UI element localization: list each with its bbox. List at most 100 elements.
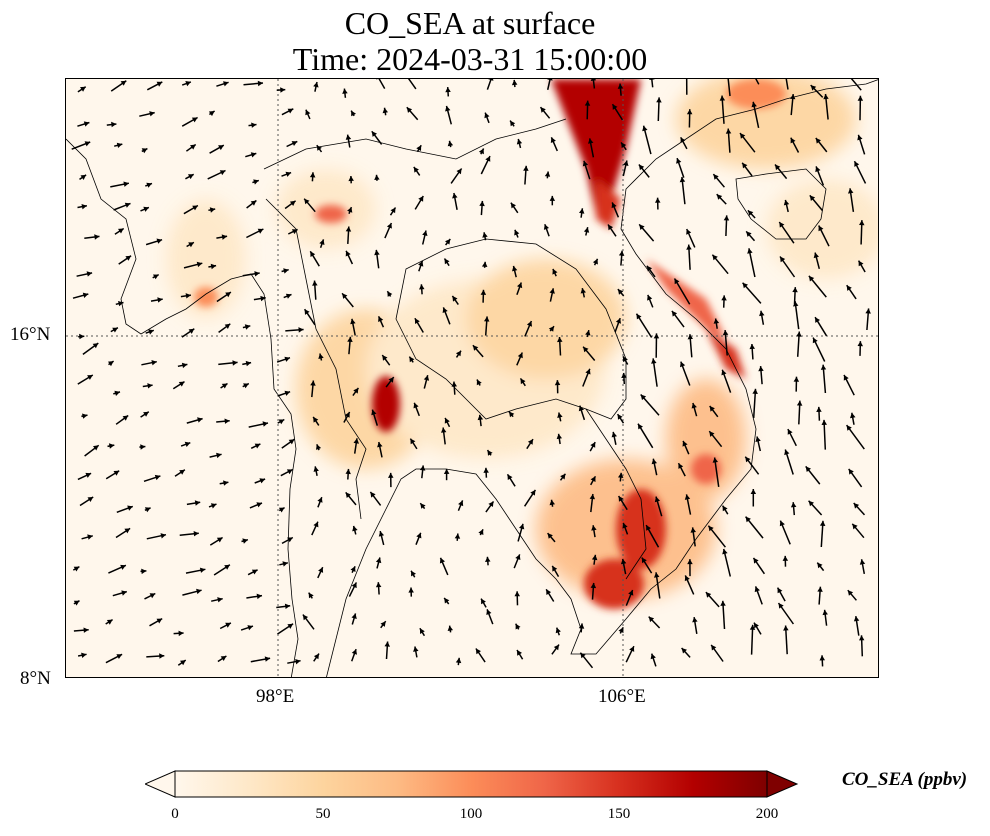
wind-arrow-head — [284, 356, 290, 362]
wind-arrow-head — [118, 228, 124, 234]
wind-arrow-head — [257, 228, 264, 234]
wind-arrow-head — [447, 625, 453, 631]
wind-arrow-shaft — [651, 79, 654, 88]
wind-arrow-head — [193, 531, 199, 537]
wind-arrow-shaft — [850, 79, 862, 91]
wind-arrow-head — [590, 582, 597, 589]
wind-arrow-head — [218, 145, 224, 151]
wind-arrow-head — [118, 301, 124, 307]
wind-arrow-head — [628, 590, 634, 596]
wind-arrow-head — [93, 445, 99, 451]
wind-arrow-head — [615, 318, 621, 324]
wind-arrow-head — [821, 419, 827, 425]
colorbar-tick-50: 50 — [315, 806, 331, 822]
wind-arrow-head — [313, 466, 319, 472]
wind-arrow-head — [264, 656, 271, 662]
wind-arrow-head — [544, 171, 551, 177]
wind-arrow-head — [712, 254, 718, 261]
wind-arrow-head — [419, 284, 425, 290]
lat-tick-8n: 8°N — [20, 668, 51, 689]
wind-arrow-head — [374, 174, 380, 180]
wind-arrow-head — [746, 231, 752, 237]
wind-arrow-head — [225, 622, 231, 628]
wind-arrow-head — [520, 378, 526, 385]
wind-arrow-head — [382, 107, 388, 114]
wind-arrow-head — [458, 500, 464, 507]
wind-arrow-head — [254, 443, 261, 449]
wind-arrow-head — [308, 592, 314, 599]
wind-arrow-head — [210, 503, 217, 509]
wind-arrow-head — [758, 366, 764, 372]
wind-arrow-head — [348, 176, 354, 182]
wind-arrow-head — [409, 356, 415, 363]
wind-arrow-head — [127, 505, 133, 511]
wind-arrow-head — [550, 137, 556, 143]
wind-arrow-head — [857, 134, 863, 141]
wind-arrow-head — [796, 331, 802, 337]
wind-arrow-head — [777, 587, 783, 594]
wind-arrow-head — [185, 81, 191, 87]
wind-arrow-head — [284, 390, 291, 396]
wind-arrow-head — [83, 627, 89, 633]
wind-arrow-head — [414, 318, 420, 324]
wind-arrow-head — [188, 174, 194, 180]
wind-arrow-head — [85, 472, 92, 478]
wind-arrow-head — [123, 181, 129, 187]
wind-arrow-head — [709, 431, 715, 437]
wind-arrow-head — [350, 318, 356, 325]
wind-arrow-head — [351, 649, 357, 655]
wind-arrow-head — [810, 85, 817, 91]
wind-arrow-head — [481, 598, 486, 605]
wind-arrow-head — [793, 301, 799, 307]
wind-arrow-head — [387, 291, 393, 297]
wind-arrow-head — [291, 229, 298, 235]
wind-arrow-head — [125, 255, 132, 261]
wind-arrow-head — [591, 554, 598, 561]
wind-arrow-head — [351, 110, 356, 117]
wind-arrow-head — [313, 521, 319, 528]
wind-arrow-head — [178, 381, 185, 387]
wind-arrow-head — [648, 616, 655, 623]
wind-arrow-head — [80, 174, 87, 180]
wind-arrow-head — [181, 362, 188, 369]
wind-arrow-head — [371, 409, 377, 416]
wind-arrow-head — [81, 204, 87, 210]
wind-arrow-head — [208, 111, 215, 117]
wind-arrow-head — [548, 326, 554, 332]
wind-arrow-head — [452, 295, 458, 302]
wind-arrow-head — [283, 268, 289, 274]
wind-arrow-head — [549, 499, 555, 506]
wind-arrow-head — [671, 310, 678, 317]
wind-arrow-head — [251, 122, 257, 128]
wind-arrow-head — [517, 352, 523, 359]
wind-arrow-head — [316, 145, 322, 151]
wind-arrow-head — [557, 412, 563, 418]
wind-arrow-head — [351, 613, 357, 619]
wind-arrow-head — [291, 141, 298, 146]
wind-arrow-head — [857, 95, 864, 101]
wind-arrow-head — [546, 589, 552, 595]
wind-arrow-head — [680, 137, 686, 143]
wind-arrow-head — [284, 603, 291, 609]
wind-arrow-head — [779, 520, 785, 527]
wind-arrow-head — [721, 369, 727, 376]
wind-arrow-head — [157, 297, 163, 303]
wind-arrow-head — [487, 450, 493, 456]
wind-arrow-head — [622, 522, 628, 529]
wind-arrow-head — [160, 533, 166, 539]
wind-arrow-head — [818, 225, 824, 232]
wind-arrow-head — [808, 500, 814, 507]
wind-arrow-head — [639, 224, 645, 230]
wind-arrow-head — [655, 197, 661, 203]
wind-arrow-shaft — [407, 79, 417, 90]
wind-arrow-head — [793, 376, 800, 382]
wind-arrow-shaft — [750, 624, 754, 655]
wind-arrow-head — [80, 86, 86, 92]
wind-arrow-head — [232, 360, 238, 366]
wind-arrow-head — [287, 108, 294, 114]
wind-arrow-head — [754, 586, 760, 593]
wind-arrow-head — [192, 205, 198, 211]
wind-arrow-head — [815, 138, 821, 144]
wind-arrow-head — [722, 505, 728, 512]
wind-arrow-head — [722, 330, 729, 336]
